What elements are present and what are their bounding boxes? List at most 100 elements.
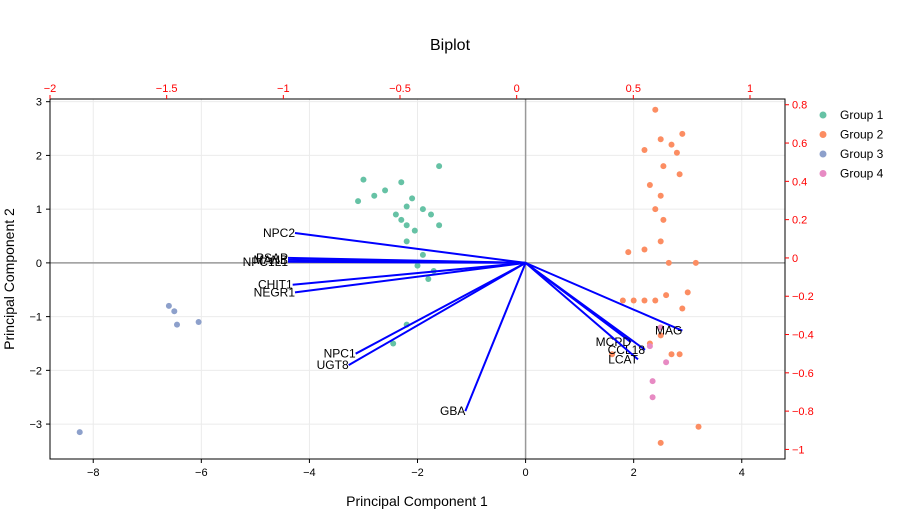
legend-label-group-1: Group 1 (840, 108, 884, 122)
point-group-1 (411, 227, 418, 234)
loading-y-tick-label: −0.2 (792, 291, 814, 303)
point-group-2 (641, 147, 648, 154)
vector-label-mag: MAG (655, 324, 682, 338)
y-tick-label: 1 (36, 204, 42, 216)
point-group-1 (419, 206, 426, 213)
point-group-2 (663, 292, 670, 299)
loading-y-tick-label: 0.2 (792, 215, 807, 227)
point-group-2 (684, 289, 691, 296)
y-tick-label: 3 (36, 97, 42, 109)
point-group-2 (652, 297, 659, 304)
point-group-1 (398, 179, 405, 186)
point-group-1 (382, 187, 389, 194)
point-group-3 (195, 318, 202, 325)
point-group-2 (657, 332, 664, 339)
vector-gba (464, 262, 527, 412)
loading-x-tick-label: 0 (514, 83, 520, 95)
point-group-1 (371, 192, 378, 199)
point-group-1 (403, 222, 410, 229)
legend-swatch-group-3 (819, 150, 827, 158)
point-group-2 (609, 351, 616, 358)
x-tick-label: 2 (631, 467, 637, 479)
point-group-1 (355, 198, 362, 205)
loading-y-tick-label: 0.6 (792, 138, 807, 150)
legend: Group 1 Group 2 Group 3 Group 4 (819, 108, 884, 181)
point-group-1 (390, 340, 397, 347)
point-group-1 (392, 211, 399, 218)
legend-swatch-group-1 (819, 111, 827, 119)
vector-label-gba: GBA (440, 404, 465, 418)
point-group-2 (630, 297, 637, 304)
point-group-2 (676, 171, 683, 178)
vector-negr1 (294, 261, 526, 294)
point-group-2 (668, 141, 675, 148)
point-group-2 (657, 439, 664, 446)
vector-label-lcat: LCAT (608, 352, 638, 366)
point-group-2 (646, 181, 653, 188)
vector-label-negr1: NEGR1 (254, 285, 296, 299)
point-group-2 (641, 297, 648, 304)
vector-label-manb: MANB (253, 253, 288, 267)
point-group-2 (692, 259, 699, 266)
point-group-4 (649, 394, 656, 401)
point-group-3 (171, 308, 178, 315)
point-group-3 (174, 321, 181, 328)
point-group-2 (673, 149, 680, 156)
legend-label-group-3: Group 3 (840, 147, 884, 161)
point-group-1 (414, 262, 421, 269)
loading-x-tick-label: 0.5 (626, 83, 641, 95)
legend-swatch-group-4 (819, 170, 827, 177)
point-group-2 (625, 249, 632, 256)
vector-npc1l1 (287, 260, 526, 264)
point-group-1 (436, 163, 443, 170)
point-group-2 (652, 206, 659, 213)
point-group-1 (425, 276, 432, 282)
loading-x-tick-label: −0.5 (389, 83, 411, 95)
point-group-1 (360, 176, 367, 183)
point-group-3 (76, 429, 83, 436)
y-tick-label: 0 (36, 258, 42, 270)
vector-label-npc1: NPC1 (324, 347, 356, 361)
point-group-2 (660, 163, 667, 170)
x-tick-label: −4 (303, 467, 316, 479)
point-group-1 (403, 238, 410, 245)
vector-label-psap: PSAP (256, 251, 288, 265)
point-group-2 (695, 423, 702, 430)
vector-label-npc2: NPC2 (263, 226, 295, 240)
x-axis-title: Principal Component 1 (346, 493, 488, 509)
vector-chit1 (292, 261, 526, 286)
point-group-1 (428, 211, 435, 218)
point-group-2 (676, 351, 683, 358)
x-tick-label: 0 (523, 467, 529, 479)
point-group-4 (657, 324, 664, 331)
vector-ccl18 (524, 262, 646, 351)
vector-lcat (524, 262, 639, 361)
chart-title: Biplot (430, 37, 471, 54)
point-group-1 (436, 222, 443, 229)
vector-mag (525, 261, 683, 332)
vector-label-npc1l1: NPC1L1 (243, 255, 289, 269)
point-group-1 (419, 251, 426, 258)
point-group-3 (165, 302, 172, 309)
point-group-2 (652, 106, 659, 113)
vector-npc1 (355, 261, 527, 355)
loading-y-tick-label: −0.6 (792, 368, 814, 380)
loading-y-tick-label: 0.8 (792, 100, 807, 112)
loading-x-tick-label: −1 (277, 83, 290, 95)
point-group-2 (660, 216, 667, 223)
point-group-2 (679, 130, 686, 137)
point-group-1 (409, 195, 416, 202)
point-group-2 (657, 192, 664, 199)
vector-label-chit1: CHIT1 (258, 278, 293, 292)
vector-npc2 (294, 232, 526, 264)
loading-x-tick-label: −1.5 (156, 83, 178, 95)
point-group-4 (649, 378, 656, 385)
point-group-4 (663, 359, 670, 366)
legend-swatch-group-2 (819, 131, 827, 138)
vector-ugt8 (348, 262, 527, 367)
x-tick-label: 4 (739, 467, 745, 479)
x-tick-label: −2 (411, 467, 424, 479)
point-group-2 (641, 246, 648, 253)
point-group-4 (646, 343, 653, 350)
